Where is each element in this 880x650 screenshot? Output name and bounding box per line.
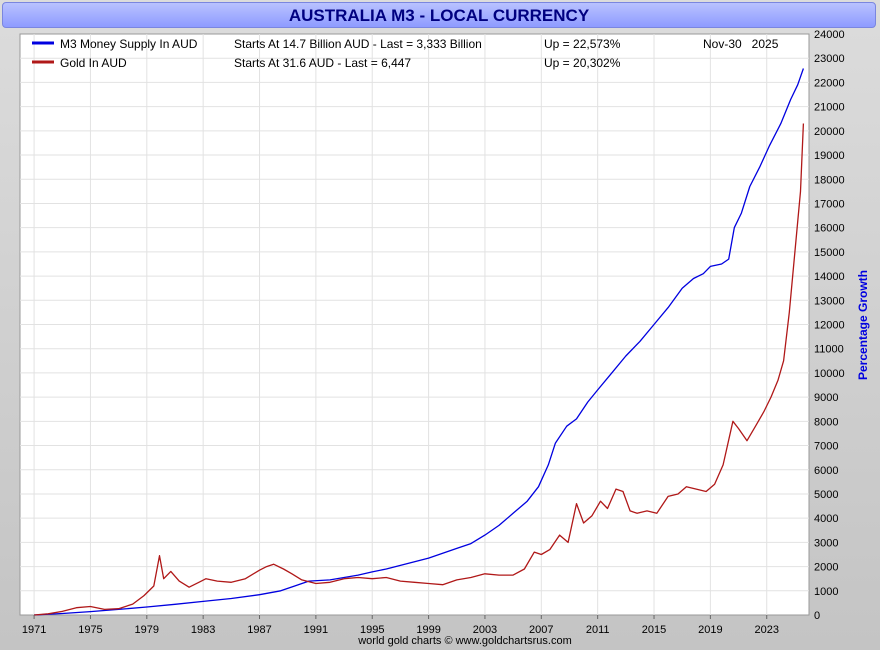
legend: M3 Money Supply In AUD Starts At 14.7 Bi… [32, 37, 779, 70]
y-tick-label: 21000 [814, 102, 845, 114]
axes: 0 1000 2000 3000 4000 5000 6000 7000 8000 9000 100… [22, 29, 845, 636]
x-tick-label: 1975 [78, 624, 102, 636]
date-label: Nov-30 2025 [703, 37, 779, 51]
x-tick-label: 1987 [247, 624, 271, 636]
x-tick-label: 1995 [360, 624, 384, 636]
y-tick-label: 14000 [814, 271, 845, 283]
x-tick-label: 1999 [416, 624, 440, 636]
y-tick-label: 6000 [814, 465, 838, 477]
legend-start-m3: Starts At 14.7 Billion AUD - Last = 3,33… [234, 37, 482, 51]
y-tick-label: 4000 [814, 513, 838, 525]
chart-title: AUSTRALIA M3 - LOCAL CURRENCY [2, 2, 876, 28]
y-tick-label: 11000 [814, 344, 844, 356]
y-tick-label: 12000 [814, 320, 845, 332]
x-tick-label: 1971 [22, 624, 46, 636]
footer-credit: world gold charts © www.goldchartsrus.co… [357, 635, 572, 647]
x-tick-label: 2015 [642, 624, 666, 636]
y-tick-label: 24000 [814, 29, 845, 41]
legend-label-m3: M3 Money Supply In AUD [60, 37, 198, 51]
y-tick-label: 22000 [814, 77, 845, 89]
y-tick-label: 5000 [814, 489, 838, 501]
y-tick-label: 1000 [814, 586, 838, 598]
series-line-gold [34, 123, 805, 616]
x-tick-label: 1979 [135, 624, 159, 636]
x-tick-label: 2003 [473, 624, 497, 636]
legend-up-m3: Up = 22,573% [544, 37, 621, 51]
x-tick-label: 2011 [586, 624, 610, 636]
y-tick-label: 2000 [814, 562, 838, 574]
x-tick-label: 2007 [529, 624, 553, 636]
x-tick-label: 1983 [191, 624, 215, 636]
y-tick-label: 10000 [814, 368, 845, 380]
y-tick-label: 19000 [814, 150, 845, 162]
y-tick-label: 3000 [814, 537, 838, 549]
series-layer [34, 68, 805, 616]
grid [20, 34, 809, 615]
legend-start-gold: Starts At 31.6 AUD - Last = 6,447 [234, 56, 411, 70]
y-tick-label: 9000 [814, 392, 838, 404]
y-tick-label: 7000 [814, 441, 838, 453]
legend-label-gold: Gold In AUD [60, 56, 127, 70]
y-tick-label: 23000 [814, 53, 845, 65]
y-tick-label: 15000 [814, 247, 845, 259]
x-tick-label: 1991 [304, 624, 328, 636]
x-tick-label: 2023 [754, 624, 778, 636]
y-tick-label: 20000 [814, 126, 845, 138]
y-tick-label: 18000 [814, 174, 845, 186]
y-tick-label: 16000 [814, 223, 845, 235]
y-tick-label: 13000 [814, 295, 845, 307]
y-tick-label: 17000 [814, 198, 845, 210]
y-tick-label: 0 [814, 610, 820, 622]
series-line-m3 [34, 68, 805, 616]
y-axis-label: Percentage Growth [856, 270, 870, 380]
legend-up-gold: Up = 20,302% [544, 56, 621, 70]
x-tick-label: 2019 [698, 624, 722, 636]
y-tick-label: 8000 [814, 416, 838, 428]
